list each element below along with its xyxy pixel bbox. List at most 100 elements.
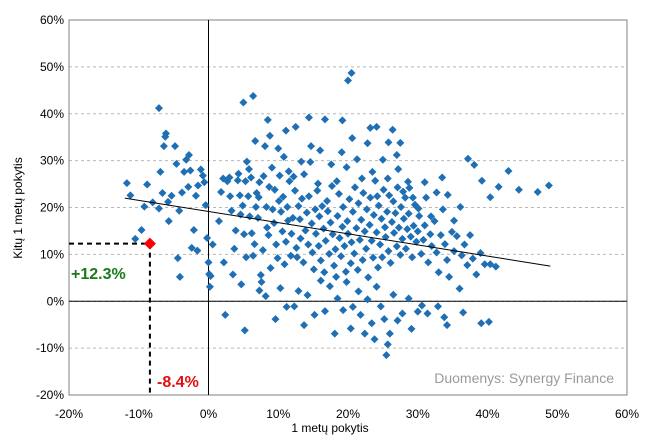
data-point [230, 244, 239, 253]
data-point [383, 340, 392, 349]
highlight-marker [143, 237, 156, 250]
data-point [393, 316, 402, 325]
data-point [362, 244, 371, 253]
data-point [265, 131, 274, 140]
data-point [486, 193, 495, 202]
y-tick-label: 40% [40, 107, 64, 121]
data-point [289, 172, 298, 181]
y-axis-title: Kitų 1 metų pokytis [11, 157, 25, 258]
data-point [405, 183, 414, 192]
y-tick-label: 50% [40, 60, 64, 74]
data-point [154, 104, 163, 113]
data-point [299, 258, 308, 267]
data-point [241, 177, 250, 186]
data-point [290, 186, 299, 195]
data-point [262, 203, 271, 212]
data-point [460, 240, 469, 249]
data-point [226, 192, 235, 201]
data-point [319, 224, 328, 233]
data-point [365, 220, 374, 229]
data-point [376, 302, 385, 311]
data-point [180, 167, 189, 176]
data-point [401, 244, 410, 253]
data-point [164, 197, 173, 206]
data-point [403, 225, 412, 234]
data-points [122, 68, 553, 360]
data-point [301, 226, 310, 235]
data-point [204, 258, 213, 267]
data-point [311, 205, 320, 214]
x-tick-label: 20% [336, 407, 360, 421]
data-point [380, 223, 389, 232]
data-point [304, 113, 313, 122]
data-point [346, 324, 355, 333]
x-tick-label: 40% [475, 407, 499, 421]
data-point [337, 252, 346, 261]
data-point [221, 310, 230, 319]
data-point [276, 284, 285, 293]
data-point [403, 177, 412, 186]
data-point [175, 206, 184, 215]
data-point [304, 192, 313, 201]
x-tick-label: 50% [545, 407, 569, 421]
trendline [124, 197, 551, 267]
data-point [417, 249, 426, 258]
data-point [380, 315, 389, 324]
data-point [122, 179, 131, 188]
data-point [356, 310, 365, 319]
data-point [468, 254, 477, 263]
data-point [320, 268, 329, 277]
y-tick-label: 60% [40, 13, 64, 27]
data-point [393, 183, 402, 192]
data-point [249, 251, 258, 260]
data-point [390, 228, 399, 237]
data-point [391, 209, 400, 218]
data-point [348, 207, 357, 216]
data-point [205, 282, 214, 291]
data-point [340, 241, 349, 250]
data-point [297, 157, 306, 166]
data-point [382, 351, 391, 360]
data-point [348, 134, 357, 143]
data-point [307, 142, 316, 151]
data-point [392, 242, 401, 251]
data-point [330, 329, 339, 338]
data-point [310, 310, 319, 319]
data-point [389, 197, 398, 206]
data-point [367, 319, 376, 328]
x-tick-label: 0% [200, 407, 218, 421]
data-point [407, 324, 416, 333]
data-point [171, 142, 180, 151]
data-point [389, 290, 398, 299]
data-point [247, 229, 256, 238]
data-point [131, 234, 140, 243]
trend-line [124, 197, 551, 267]
y-tick-label: 10% [40, 247, 64, 261]
data-point [447, 227, 456, 236]
data-point [239, 98, 248, 107]
data-point [385, 191, 394, 200]
data-point [242, 157, 251, 166]
data-point [342, 278, 351, 287]
data-point [164, 217, 173, 226]
data-point [315, 212, 324, 221]
data-point [287, 229, 296, 238]
data-point [514, 185, 523, 194]
data-point [452, 232, 461, 241]
data-point [282, 302, 291, 311]
data-point [379, 185, 388, 194]
data-point [296, 234, 305, 243]
data-point [385, 329, 394, 338]
data-point [360, 329, 369, 338]
data-point [346, 259, 355, 268]
data-point [285, 177, 294, 186]
data-point [399, 214, 408, 223]
data-point [427, 212, 436, 221]
data-point [357, 174, 366, 183]
data-point [323, 207, 332, 216]
data-point [328, 230, 337, 239]
data-point [260, 142, 269, 151]
data-point [208, 240, 217, 249]
data-point [366, 193, 375, 202]
data-point [337, 148, 346, 157]
